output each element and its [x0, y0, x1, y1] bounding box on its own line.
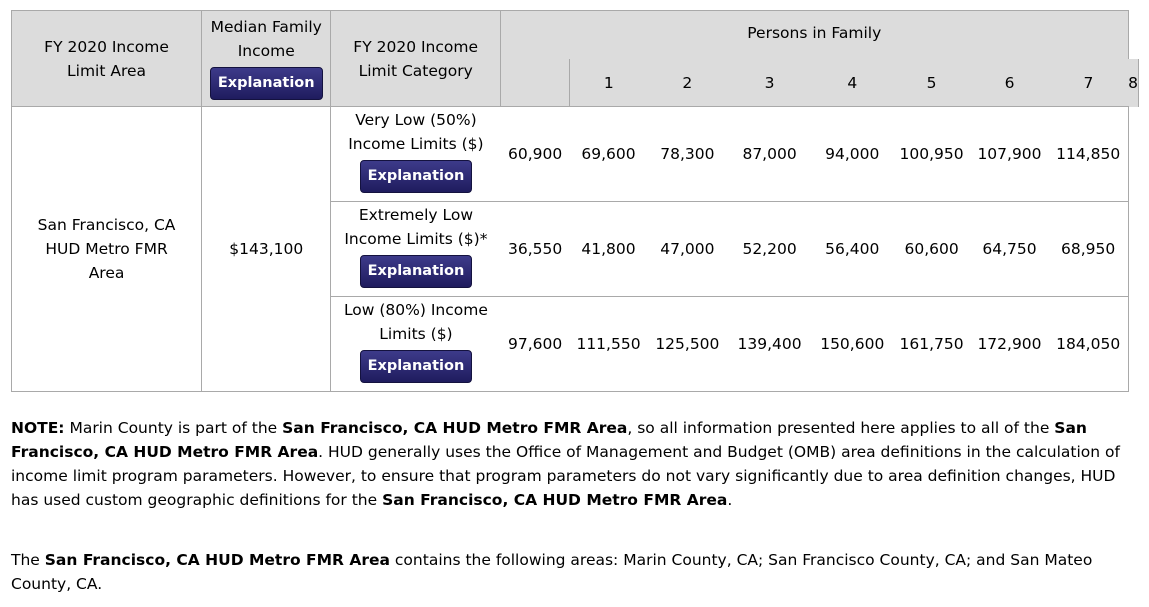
category-low: Low (80%) Income Limits ($) Explanation — [330, 296, 501, 392]
limit-value: 107,900 — [970, 106, 1049, 202]
median-explanation-button[interactable]: Explanation — [209, 67, 323, 100]
limit-value: 64,750 — [970, 201, 1049, 297]
header-median-income: Median Family Income Explanation — [201, 10, 332, 107]
limit-value: 60,900 — [500, 106, 570, 202]
income-limits-table: FY 2020 Income Limit Area Median Family … — [10, 10, 1140, 392]
person-count: 3 — [727, 59, 812, 107]
person-count: 2 — [647, 59, 728, 107]
limit-value: 94,000 — [811, 106, 893, 202]
header-category: FY 2020 Income Limit Category — [330, 10, 501, 107]
limit-value: 139,400 — [727, 296, 812, 392]
limit-value: 36,550 — [500, 201, 570, 297]
person-count: 7 — [1048, 59, 1129, 107]
limit-value: 172,900 — [970, 296, 1049, 392]
table-row: Low (80%) Income Limits ($) Explanation … — [12, 296, 1139, 392]
person-count: 4 — [811, 59, 893, 107]
table-row: San Francisco, CA HUD Metro FMR Area $14… — [10, 106, 1139, 392]
limit-value: 100,950 — [892, 106, 971, 202]
limit-value: 114,850 — [1048, 106, 1129, 202]
limit-value: 184,050 — [1048, 296, 1129, 392]
limit-value: 111,550 — [569, 296, 648, 392]
header-persons: Persons in Family — [499, 10, 1129, 59]
category-very-low: Very Low (50%) Income Limits ($) Explana… — [330, 106, 501, 202]
limit-value: 69,600 — [569, 106, 648, 202]
header-area: FY 2020 Income Limit Area — [10, 10, 203, 107]
person-count: 5 — [892, 59, 971, 107]
table-row: Extremely Low Income Limits ($)* Explana… — [12, 201, 1139, 297]
extremely-low-explanation-button[interactable]: Explanation — [359, 255, 473, 288]
category-extremely-low: Extremely Low Income Limits ($)* Explana… — [330, 201, 501, 297]
limit-value: 41,800 — [569, 201, 648, 297]
person-count-row: 1 2 3 4 5 6 7 8 — [12, 59, 1140, 107]
very-low-explanation-button[interactable]: Explanation — [359, 160, 473, 193]
limit-value: 47,000 — [647, 201, 728, 297]
limit-value: 52,200 — [727, 201, 812, 297]
person-count: 6 — [970, 59, 1049, 107]
limit-value: 97,600 — [500, 296, 570, 392]
median-income: $143,100 — [201, 106, 332, 392]
limit-value: 56,400 — [811, 201, 893, 297]
limit-value: 150,600 — [811, 296, 893, 392]
limit-value: 125,500 — [647, 296, 728, 392]
note-paragraph: NOTE: Marin County is part of the San Fr… — [11, 419, 1120, 509]
contains-paragraph: The San Francisco, CA HUD Metro FMR Area… — [11, 551, 1093, 593]
limit-value: 68,950 — [1048, 201, 1129, 297]
limit-value: 87,000 — [727, 106, 812, 202]
limit-value: 60,600 — [892, 201, 971, 297]
person-count: 1 — [569, 59, 648, 107]
limit-value: 161,750 — [892, 296, 971, 392]
person-count: 8 — [1128, 59, 1140, 107]
area-name: San Francisco, CA HUD Metro FMR Area — [10, 106, 203, 392]
notes-section: NOTE: Marin County is part of the San Fr… — [11, 416, 1141, 596]
limit-value: 78,300 — [647, 106, 728, 202]
low-explanation-button[interactable]: Explanation — [359, 350, 473, 383]
